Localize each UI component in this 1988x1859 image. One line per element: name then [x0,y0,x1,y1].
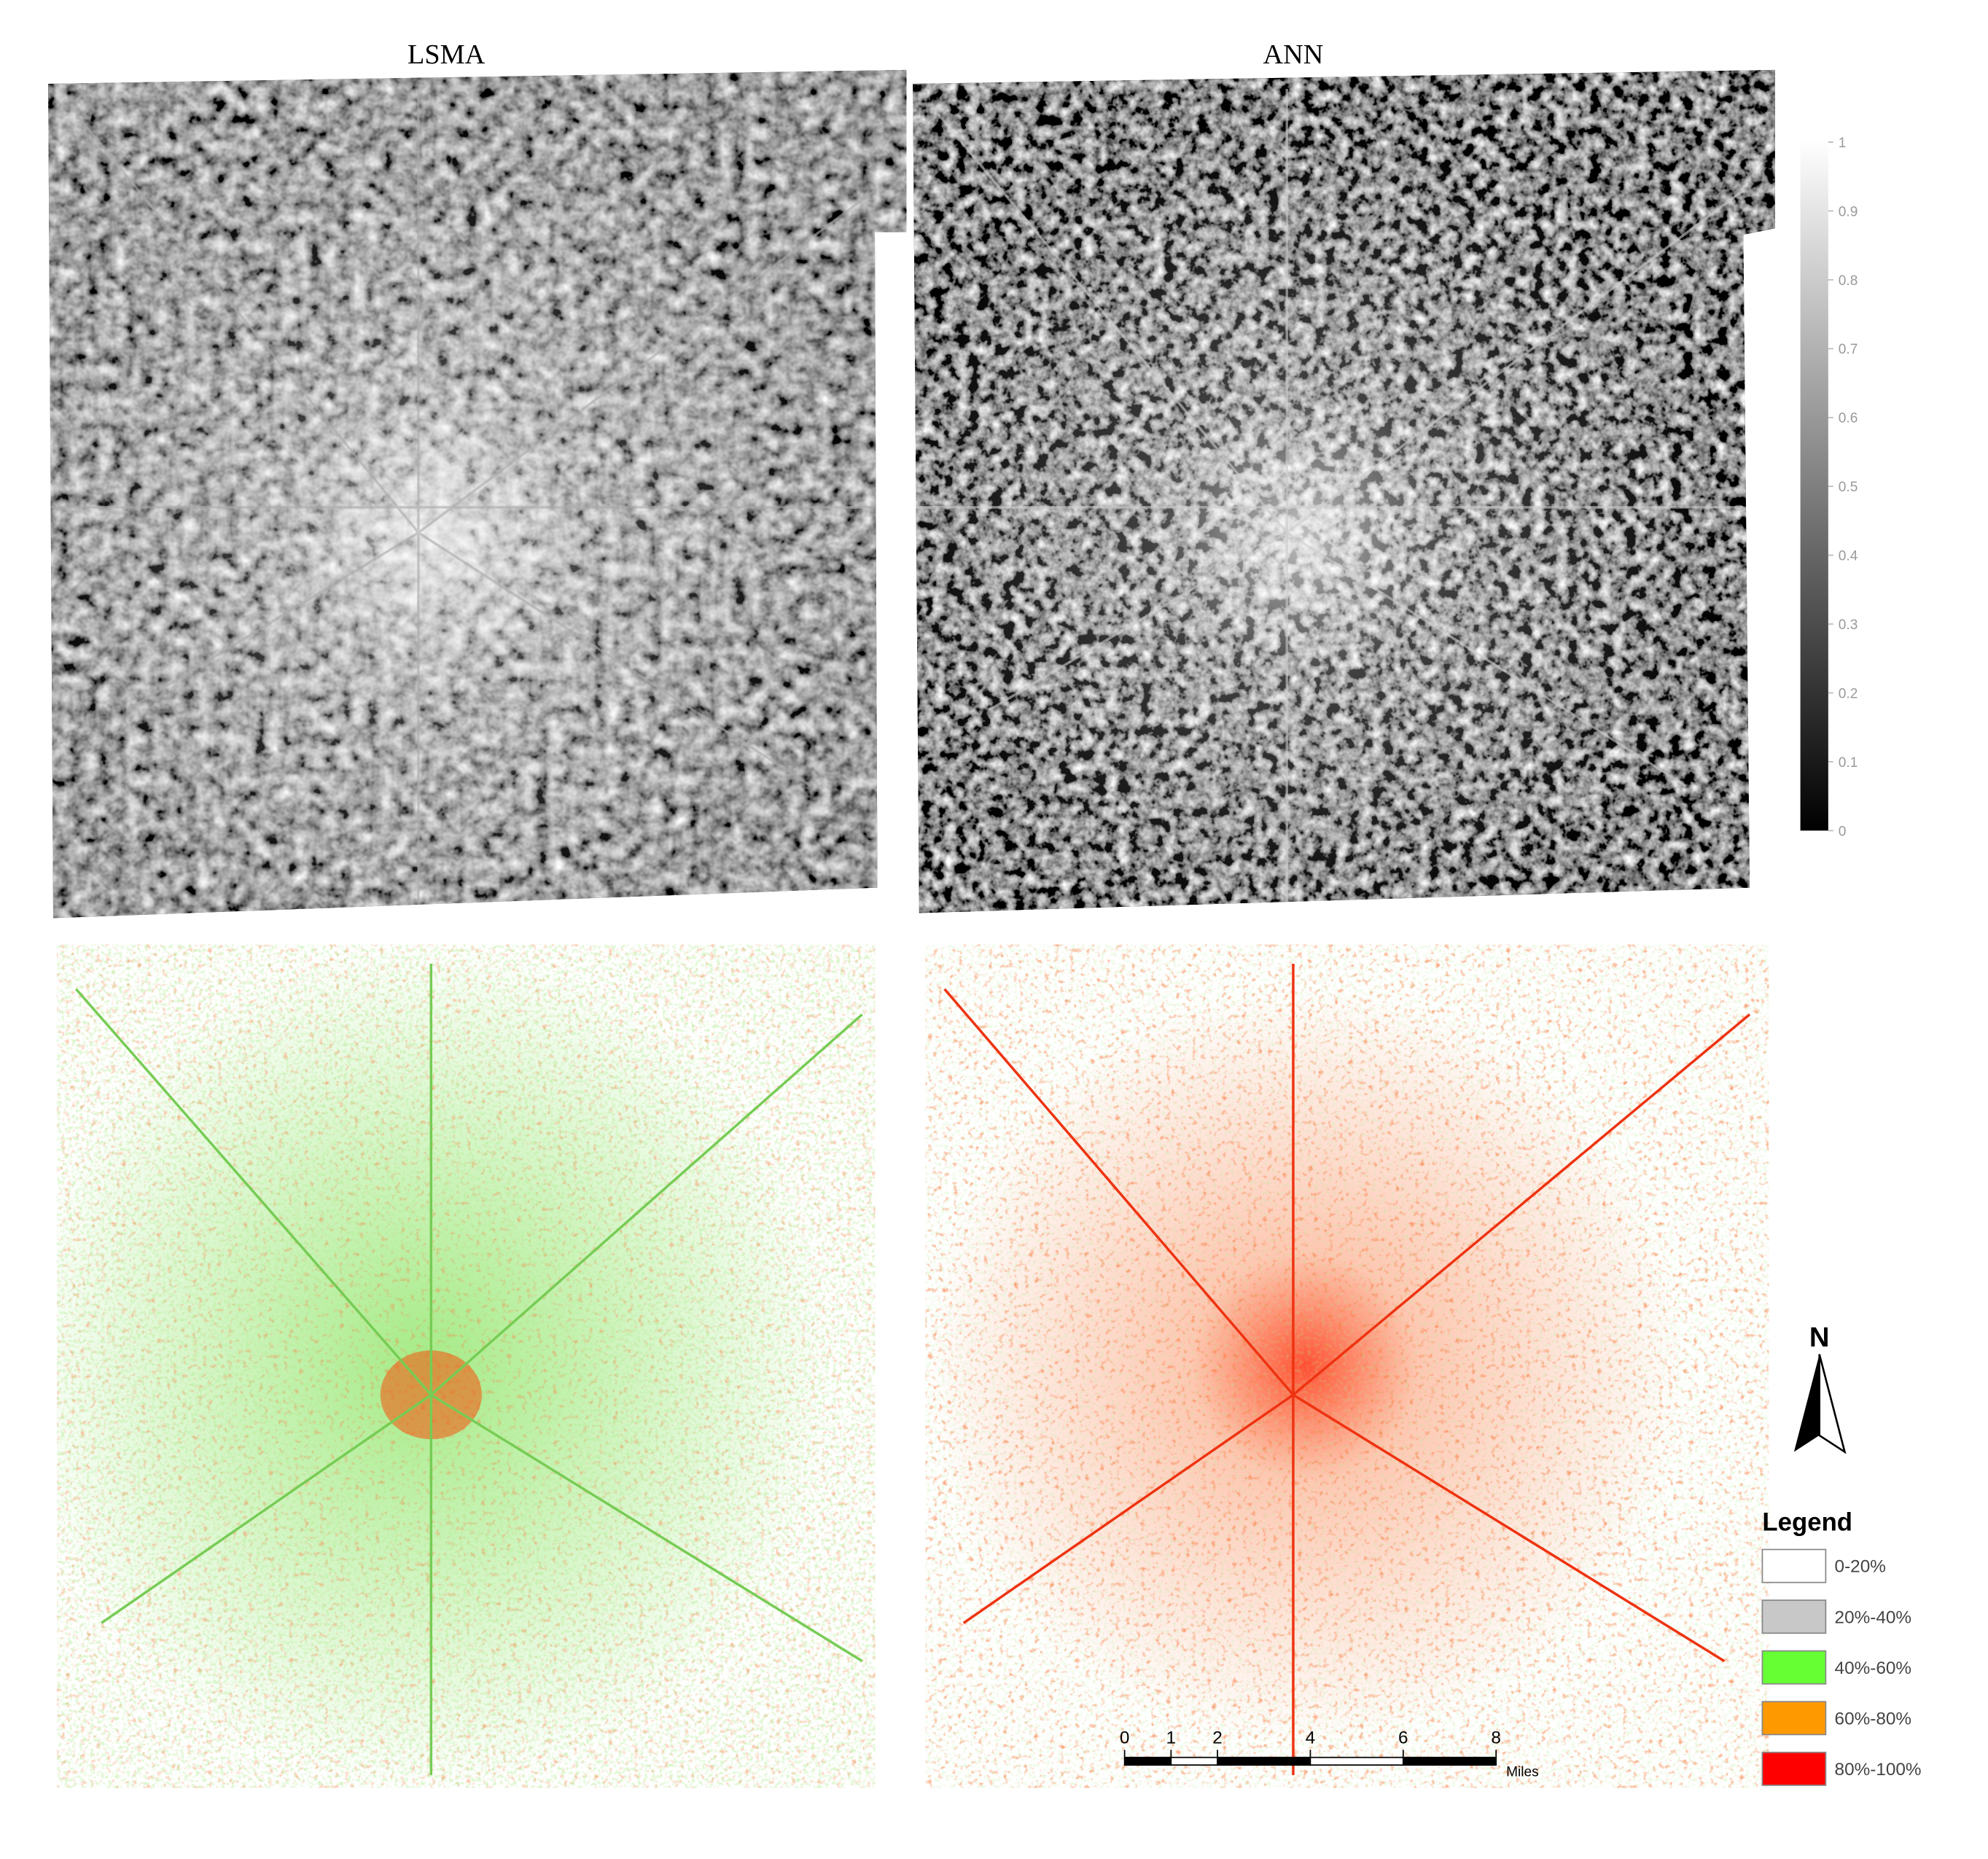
colorbar-tick-label: 0.7 [1839,342,1858,357]
colorbar-tick-label: 0 [1839,824,1847,839]
lsma-class-map [57,944,876,1788]
scale-tick-label: 8 [1491,1729,1501,1748]
colorbar-tick-label: 0.8 [1839,273,1858,289]
colorbar-tick-label: 0.4 [1839,549,1858,564]
scale-tick-label: 2 [1212,1729,1223,1748]
scale-tick-label: 1 [1166,1729,1177,1748]
colorbar-tick-label: 0.3 [1839,617,1858,633]
legend-title: Legend [1762,1508,1852,1536]
legend-swatch [1761,1650,1827,1685]
legend-label: 80%-100% [1835,1760,1922,1780]
legend-label: 40%-60% [1835,1659,1911,1678]
lsma-map [48,69,907,919]
map-texture-high [925,944,1769,1788]
panel-title: LSMA [408,39,486,70]
colorbar-tick-label: 0.5 [1839,480,1858,495]
scale-unit: Miles [1506,1765,1539,1780]
roads [75,963,863,1776]
legend-label: 0-20% [1835,1557,1886,1577]
north-arrow: N [1793,1322,1847,1454]
scale-tick-label: 0 [1120,1729,1130,1748]
legend-swatch [1761,1701,1827,1736]
urban-core [913,69,1775,913]
legend-swatch [1761,1548,1827,1583]
colorbar-tick-label: 1 [1839,136,1847,151]
north-label: N [1809,1322,1830,1353]
scale-segment [1402,1756,1497,1766]
scale-tick-label: 4 [1306,1729,1316,1748]
legend-swatch [1761,1599,1827,1634]
legend-label: 20%-40% [1835,1607,1911,1627]
colorbar-tick-label: 0.9 [1839,204,1858,219]
scale-segment [1123,1756,1172,1766]
colorbar-tick-label: 0.6 [1839,411,1858,426]
urban-core [48,69,907,919]
arrow-left [1793,1354,1820,1452]
colorbar [1800,139,1828,831]
colorbar-tick-label: 0.1 [1839,755,1858,771]
scale-segment [1170,1756,1218,1766]
scale-tick-label: 6 [1398,1729,1408,1748]
colorbar-tick-label: 0.2 [1839,686,1858,701]
roads [50,88,876,913]
legend-swatch [1761,1751,1827,1786]
scale-segment [1217,1756,1311,1766]
ann-map [913,69,1775,913]
roads [943,963,1751,1776]
arrow-right [1818,1354,1847,1454]
panel-title: ANN [1263,39,1324,70]
ann-class-map [925,944,1769,1788]
legend-label: 60%-80% [1835,1709,1911,1729]
roads [915,88,1745,913]
scale-segment [1309,1756,1404,1766]
